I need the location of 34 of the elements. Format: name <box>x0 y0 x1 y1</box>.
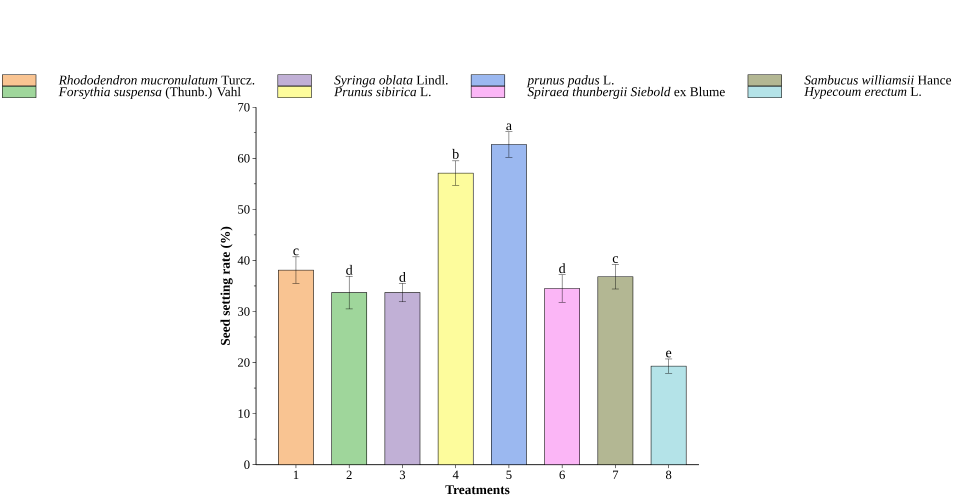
y-tick-label: 60 <box>238 154 250 163</box>
y-tick-label: 40 <box>238 256 250 265</box>
annotation: d <box>399 272 406 282</box>
y-tick-label: 0 <box>244 460 250 469</box>
y-tick-label: 30 <box>238 307 250 316</box>
annotation: d <box>559 263 566 274</box>
y-tick-label: 20 <box>238 358 250 367</box>
x-tick-label: 2 <box>346 470 352 480</box>
legend-label: Hypecoum erectum L. <box>804 87 921 99</box>
annotation: c <box>293 248 299 256</box>
x-tick-label: 8 <box>666 470 672 480</box>
annotation: b <box>452 148 459 159</box>
legend-label: Sambucus williamsii Hance <box>804 75 952 85</box>
x-tick-label: 1 <box>294 470 298 480</box>
x-tick-label: 3 <box>400 470 406 480</box>
x-tick-label: 6 <box>560 470 565 480</box>
x-tick-label: 4 <box>452 470 459 479</box>
legend-label: Spiraea thunbergii Siebold ex Blume <box>528 86 725 99</box>
y-tick-label: 50 <box>238 205 250 214</box>
y-tick-label: 10 <box>238 409 250 418</box>
legend-label: Forsythia suspensa (Thunb.) Vahl <box>58 86 241 100</box>
annotation: a <box>506 124 512 130</box>
y-tick-label: 70 <box>238 103 250 112</box>
annotation: e <box>666 350 672 358</box>
x-tick-label: 7 <box>613 470 618 479</box>
legend-label: prunus padus L. <box>526 75 614 88</box>
legend-label: Rhododendron mucronulatum Turcz. <box>58 75 254 85</box>
y-axis-title: Seed setting rate (%) <box>220 226 233 345</box>
annotation: c <box>612 256 618 264</box>
legend-label: Syringa oblata Lindl. <box>334 75 448 88</box>
x-tick-label: 5 <box>506 470 512 480</box>
x-axis-title: Treatments <box>445 485 510 494</box>
legend-label: Prunus sibirica L. <box>334 86 431 96</box>
annotation: d <box>346 264 353 275</box>
